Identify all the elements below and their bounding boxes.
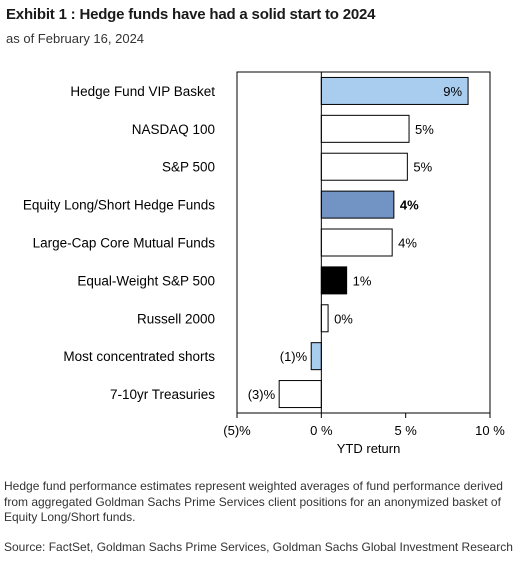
x-tick-label: 0 % (310, 423, 333, 438)
data-label: 4% (398, 236, 417, 251)
category-label: Hedge Fund VIP Basket (70, 84, 215, 99)
bar (320, 228, 393, 257)
category-label: Russell 2000 (137, 311, 215, 326)
data-label: 5% (415, 122, 434, 137)
data-label: 4% (400, 198, 419, 213)
bar (320, 114, 410, 143)
bar (320, 152, 408, 181)
category-label: 7-10yr Treasuries (110, 387, 215, 402)
bar (320, 266, 348, 295)
x-axis-label: YTD return (337, 441, 401, 456)
data-label: 9% (443, 84, 462, 99)
data-label: 5% (413, 160, 432, 175)
footnote: Hedge fund performance estimates represe… (4, 479, 503, 524)
x-tick-label: 5 % (394, 423, 417, 438)
category-label: Equal-Weight S&P 500 (77, 273, 215, 288)
data-label: (1)% (280, 349, 308, 364)
data-label: 0% (334, 311, 353, 326)
x-tick-label: 10 % (475, 423, 505, 438)
bar (320, 76, 469, 105)
chart-subtitle: as of February 16, 2024 (6, 31, 145, 46)
data-label: 1% (353, 273, 372, 288)
bar-chart: (5)% 0 % 5 % 10 % YTD return Hedge Fund VIP B… (23, 71, 505, 456)
x-tick-label: (5)% (223, 423, 251, 438)
chart-title: Exhibit 1 : Hedge funds have had a solid… (6, 6, 376, 23)
category-label: Most concentrated shorts (63, 349, 215, 364)
source-note: Source: FactSet, Goldman Sachs Prime Ser… (4, 540, 513, 554)
category-label: NASDAQ 100 (132, 122, 215, 137)
category-label: S&P 500 (162, 160, 215, 175)
plot-frame (236, 71, 491, 414)
category-label: Large-Cap Core Mutual Funds (33, 236, 216, 251)
bar (320, 190, 395, 219)
bar (310, 342, 322, 371)
bar (320, 304, 329, 333)
data-label: (3)% (248, 387, 276, 402)
category-label: Equity Long/Short Hedge Funds (23, 198, 215, 213)
bar (278, 380, 322, 409)
